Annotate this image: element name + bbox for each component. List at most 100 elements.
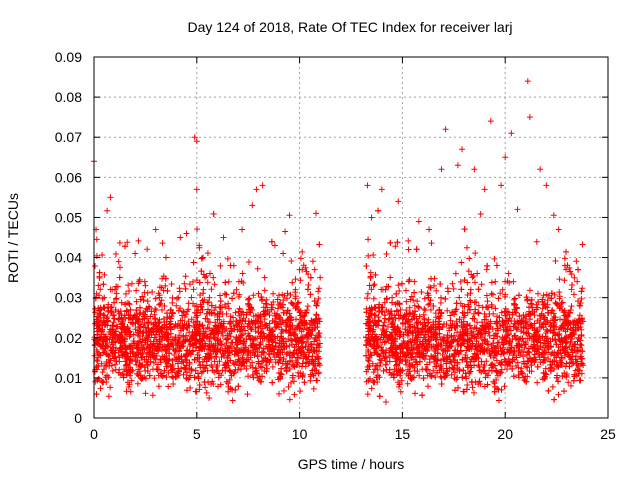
data-point [155,327,162,334]
data-point [506,279,513,286]
data-point [368,286,375,293]
data-point [313,210,320,217]
data-point [563,344,570,351]
data-point [299,313,306,320]
data-point [450,285,457,292]
data-point [193,314,200,321]
data-point [249,359,256,366]
data-point [432,326,439,333]
data-point [454,374,461,381]
data-point [424,383,431,390]
data-point [459,146,466,153]
data-point [544,309,551,316]
data-point [454,322,461,329]
data-point [542,303,549,310]
data-point [403,307,410,314]
data-point [112,338,119,345]
data-point [391,326,398,333]
data-point [405,246,412,253]
data-point [457,278,464,285]
data-point [197,309,204,316]
data-point [308,343,315,350]
data-point [461,226,468,233]
data-point [370,252,377,259]
data-point [279,301,286,308]
data-point [489,361,496,368]
data-point [275,351,282,358]
data-point [210,274,217,281]
data-point [252,349,259,356]
data-point [491,362,498,369]
data-point [201,364,208,371]
data-point [484,341,491,348]
data-point [559,338,566,345]
data-point [272,312,279,319]
data-point [459,309,466,316]
data-point [261,349,268,356]
data-point [370,369,377,376]
data-point [540,356,547,363]
data-point [183,311,190,318]
data-point [553,341,560,348]
data-point [534,379,541,386]
data-point [425,336,432,343]
data-point [132,250,139,257]
data-point [269,363,276,370]
data-point [427,284,434,291]
data-point [376,353,383,360]
data-point [245,258,252,265]
data-point [204,324,211,331]
data-point [509,311,516,318]
data-point [227,333,234,340]
data-point [297,345,304,352]
data-point [484,372,491,379]
data-point [204,333,211,340]
data-point [455,384,462,391]
data-point [269,338,276,345]
data-point [147,338,154,345]
data-point [224,380,231,387]
data-point [235,293,242,300]
data-point [490,378,497,385]
data-point [206,294,213,301]
data-point [403,311,410,318]
data-point [526,316,533,323]
data-point [514,206,521,213]
data-point [100,349,107,356]
data-point [145,329,152,336]
data-point [569,281,576,288]
data-point [166,356,173,363]
data-point [367,310,374,317]
data-point [188,366,195,373]
data-point [530,354,537,361]
data-point [550,323,557,330]
data-point [156,292,163,299]
data-point [121,342,128,349]
data-point [465,268,472,275]
data-point [520,329,527,336]
data-point [133,307,140,314]
data-point [551,317,558,324]
data-point [387,239,394,246]
data-point [454,162,461,169]
data-point [241,362,248,369]
data-point [477,210,484,217]
data-point [470,389,477,396]
data-point [283,351,290,358]
data-point [299,360,306,367]
data-point [384,323,391,330]
data-point [200,286,207,293]
data-point [291,351,298,358]
data-point [104,374,111,381]
data-point [368,214,375,221]
data-point [182,365,189,372]
data-point [458,286,465,293]
data-point [524,296,531,303]
data-point [412,328,419,335]
data-point [306,349,313,356]
data-point [461,277,468,284]
data-point [503,334,510,341]
data-point [169,366,176,373]
data-point [258,364,265,371]
data-point [257,313,264,320]
